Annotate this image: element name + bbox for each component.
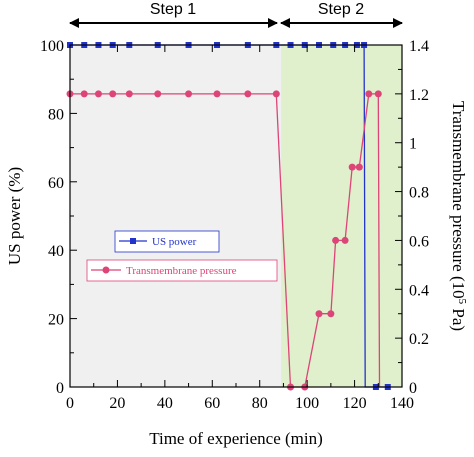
x-tick-label: 140 (390, 395, 414, 412)
right-tick-label: 0.2 (409, 331, 429, 348)
right-tick-label: 0.6 (409, 233, 429, 250)
point-transmembrane-pressure (374, 90, 382, 98)
point-transmembrane-pressure (125, 90, 133, 98)
point-transmembrane-pressure (80, 90, 88, 98)
left-tick-label: 40 (48, 243, 64, 260)
left-axis-ticks: 0 20 40 60 80 100 (40, 38, 77, 397)
right-tick-label: 1 (409, 136, 417, 153)
x-tick-label: 20 (109, 395, 125, 412)
legend-box-us-power (114, 230, 220, 253)
step-2-label: Step 2 (318, 1, 364, 18)
point-transmembrane-pressure (348, 163, 356, 171)
point-transmembrane-pressure (355, 163, 363, 171)
right-axis-ticks: 0 0.2 0.4 0.6 0.8 1 1.2 1.4 (395, 38, 429, 397)
point-transmembrane-pressure (272, 90, 280, 98)
left-tick-label: 100 (40, 38, 64, 55)
step-1-label: Step 1 (150, 1, 196, 18)
step-region-2 (281, 45, 402, 387)
legend-marker-us-power (130, 238, 136, 244)
point-transmembrane-pressure (365, 90, 373, 98)
x-tick-label: 100 (295, 395, 319, 412)
x-axis-title: Time of experience (min) (149, 429, 323, 448)
point-transmembrane-pressure (213, 90, 221, 98)
left-tick-label: 80 (48, 106, 64, 123)
point-transmembrane-pressure (341, 236, 349, 244)
point-transmembrane-pressure (332, 236, 340, 244)
point-transmembrane-pressure (94, 90, 102, 98)
point-transmembrane-pressure (244, 90, 252, 98)
right-axis-title: Transmembrane pressure (105 Pa) (449, 101, 468, 331)
legend-box-tmp (86, 259, 278, 282)
x-tick-label: 60 (204, 395, 220, 412)
right-axis-title-prefix: Transmembrane pressure (10 (449, 101, 468, 299)
right-tick-label: 0.4 (409, 282, 429, 299)
point-transmembrane-pressure (185, 90, 193, 98)
right-axis-title-exponent: 5 (456, 299, 468, 305)
left-tick-label: 60 (48, 175, 64, 192)
right-tick-label: 1.2 (409, 87, 429, 104)
legend-label-us-power: US power (152, 236, 197, 248)
point-transmembrane-pressure (109, 90, 117, 98)
legend-label-tmp: Transmembrane pressure (126, 265, 237, 277)
left-tick-label: 20 (48, 312, 64, 329)
point-transmembrane-pressure (327, 310, 335, 318)
point-transmembrane-pressure (154, 90, 162, 98)
x-axis-ticks: 0 20 40 60 80 100 120 140 (66, 45, 414, 412)
right-tick-label: 1.4 (409, 38, 429, 55)
right-tick-label: 0 (409, 380, 417, 397)
point-transmembrane-pressure (315, 310, 323, 318)
right-axis-title-suffix: Pa) (449, 304, 468, 331)
left-axis-title: US power (%) (5, 167, 24, 265)
x-tick-label: 80 (252, 395, 268, 412)
legend: US power Transmembrane pressure (86, 230, 278, 282)
x-tick-label: 120 (343, 395, 367, 412)
x-tick-label: 40 (157, 395, 173, 412)
step-regions (70, 45, 402, 387)
legend-marker-tmp (102, 266, 110, 274)
x-tick-label: 0 (66, 395, 74, 412)
step-region-1 (70, 45, 282, 387)
right-tick-label: 0.8 (409, 185, 429, 202)
left-tick-label: 0 (56, 380, 64, 397)
